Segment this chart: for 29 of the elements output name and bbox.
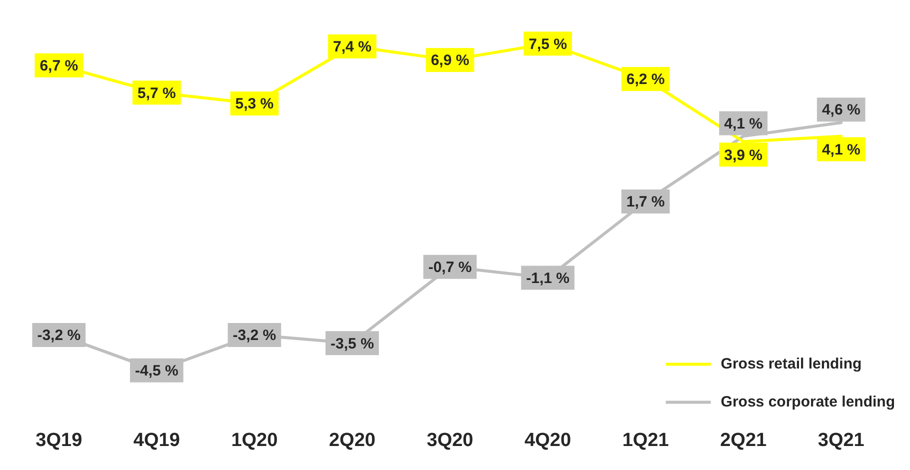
x-tick-label: 1Q21 — [622, 430, 670, 451]
data-label: 6,9 % — [430, 52, 470, 70]
x-tick-label: 3Q20 — [426, 430, 474, 451]
x-tick-label: 2Q20 — [328, 430, 376, 451]
data-label: -3,5 % — [330, 335, 374, 352]
data-label: 3,9 % — [724, 146, 763, 164]
x-tick-label: 3Q19 — [36, 430, 82, 451]
data-label: -4,5 % — [134, 362, 178, 380]
data-label: 6,7 % — [40, 58, 78, 75]
data-label: 5,3 % — [235, 96, 274, 113]
data-label: 4,6 % — [822, 102, 860, 119]
data-label: 6,2 % — [626, 71, 665, 88]
legend-label: Gross corporate lending — [720, 393, 896, 410]
x-tick-label: 1Q20 — [231, 430, 278, 451]
data-label: 7,4 % — [333, 38, 372, 56]
x-tick-label: 4Q20 — [524, 430, 572, 451]
x-tick-label: 2Q21 — [720, 430, 768, 451]
data-label: 5,7 % — [137, 84, 176, 102]
data-label: 4,1 % — [822, 141, 860, 158]
data-label: -3,2 % — [232, 327, 276, 344]
data-label: -3,2 % — [37, 327, 81, 344]
legend-label: Gross retail lending — [720, 355, 862, 372]
x-tick-label: 4Q19 — [133, 430, 180, 451]
data-label: 4,1 % — [724, 115, 763, 132]
x-tick-label: 3Q21 — [818, 430, 865, 451]
data-label: 7,5 % — [528, 36, 567, 53]
data-label: -0,7 % — [428, 259, 472, 276]
data-label: 1,7 % — [626, 194, 665, 211]
data-label: -1,1 % — [526, 270, 570, 287]
